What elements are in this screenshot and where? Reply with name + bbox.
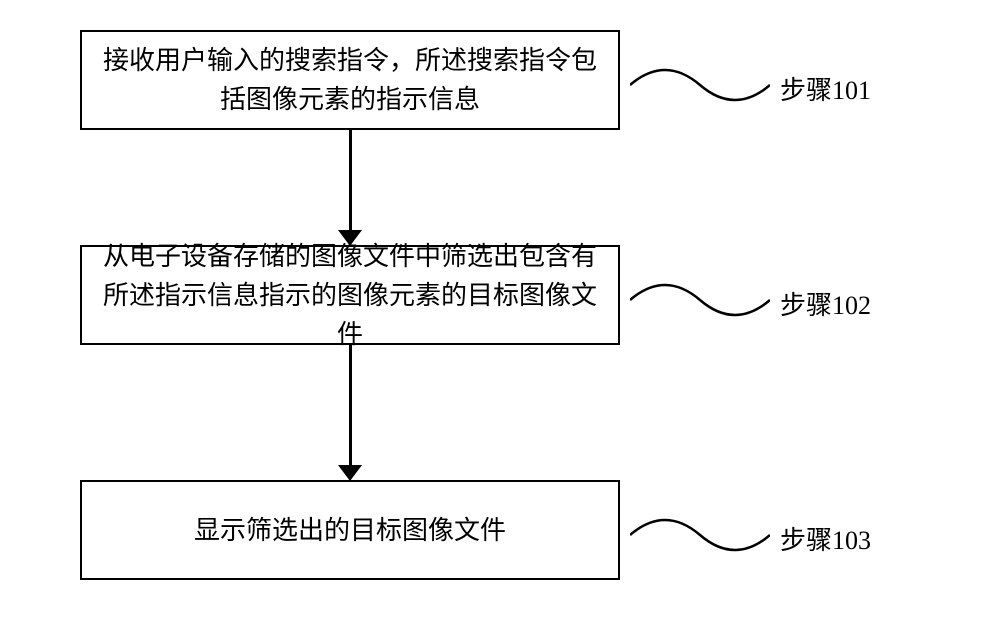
step-label-103: 步骤103 bbox=[780, 520, 871, 557]
label-text: 步骤102 bbox=[780, 291, 871, 320]
step-box-101: 接收用户输入的搜索指令，所述搜索指令包括图像元素的指示信息 bbox=[80, 30, 620, 130]
wave-connector bbox=[630, 275, 770, 325]
step-text: 显示筛选出的目标图像文件 bbox=[194, 511, 506, 550]
arrow-head-icon bbox=[338, 465, 362, 481]
step-box-102: 从电子设备存储的图像文件中筛选出包含有所述指示信息指示的图像元素的目标图像文件 bbox=[80, 245, 620, 345]
wave-connector bbox=[630, 60, 770, 110]
label-text: 步骤101 bbox=[780, 76, 871, 105]
step-text: 接收用户输入的搜索指令，所述搜索指令包括图像元素的指示信息 bbox=[102, 41, 598, 119]
label-text: 步骤103 bbox=[780, 526, 871, 555]
step-text: 从电子设备存储的图像文件中筛选出包含有所述指示信息指示的图像元素的目标图像文件 bbox=[102, 237, 598, 354]
step-box-103: 显示筛选出的目标图像文件 bbox=[80, 480, 620, 580]
step-label-101: 步骤101 bbox=[780, 70, 871, 107]
arrow-line bbox=[349, 130, 352, 233]
wave-connector bbox=[630, 510, 770, 560]
flowchart-container: 接收用户输入的搜索指令，所述搜索指令包括图像元素的指示信息 步骤101 从电子设… bbox=[60, 30, 940, 600]
step-label-102: 步骤102 bbox=[780, 285, 871, 322]
arrow-line bbox=[349, 345, 352, 468]
